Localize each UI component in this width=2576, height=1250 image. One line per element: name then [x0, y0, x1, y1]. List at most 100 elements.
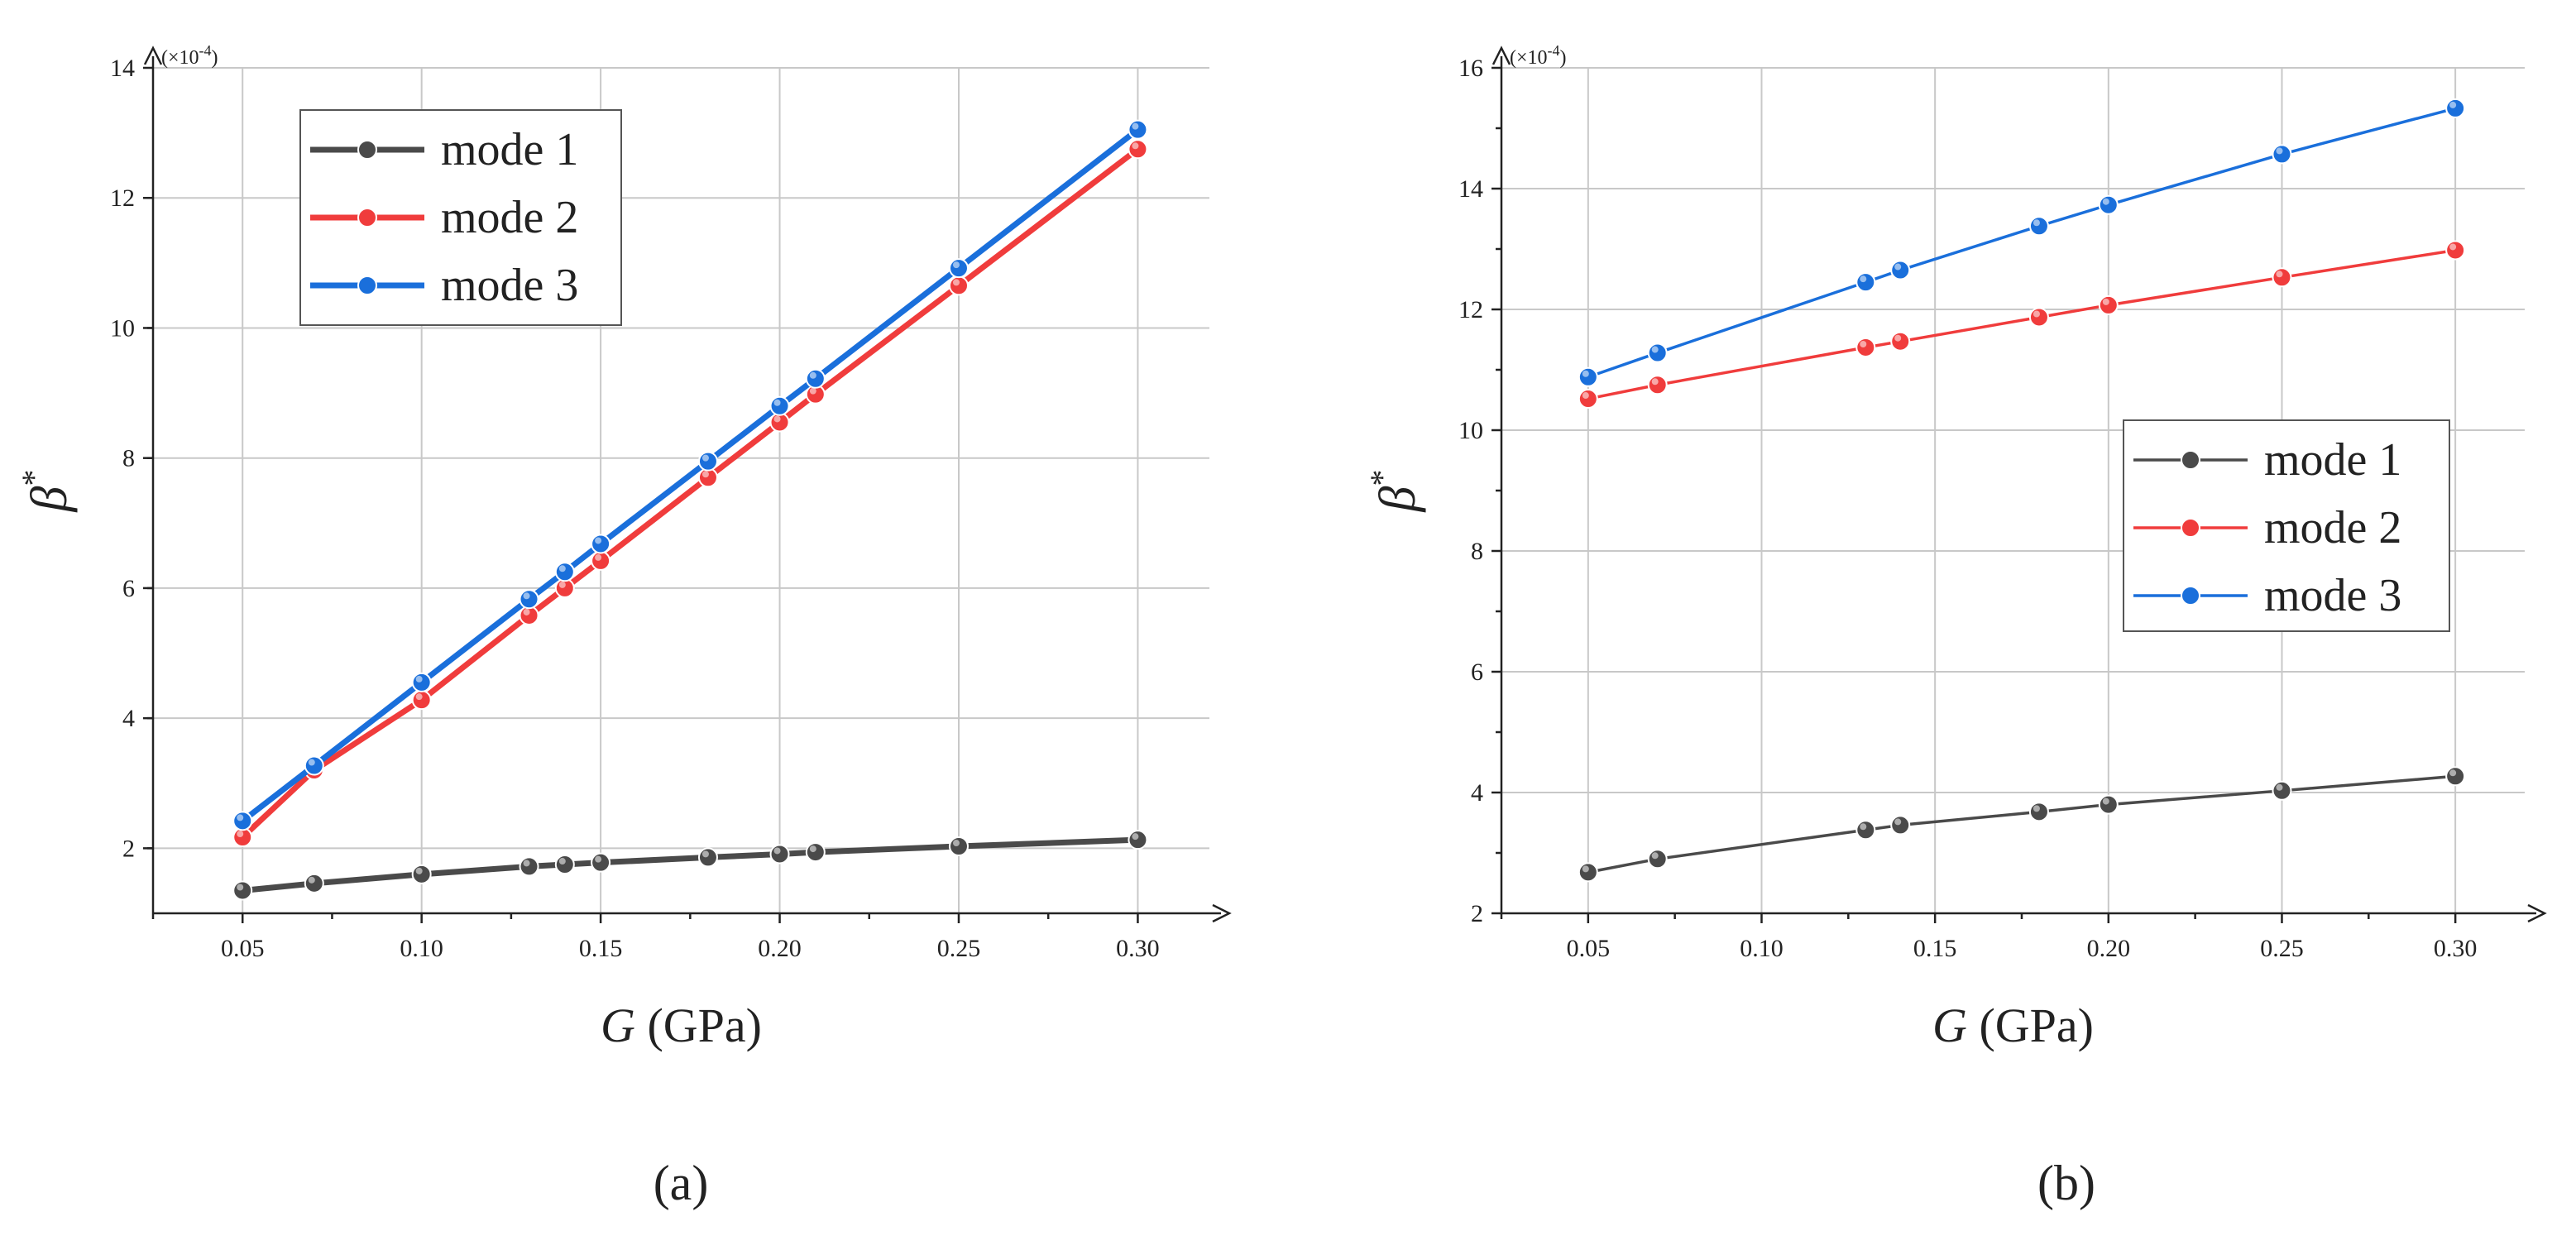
- data-point-highlight: [1860, 340, 1867, 347]
- data-point-highlight: [1894, 818, 1902, 826]
- data-point-highlight: [952, 279, 960, 286]
- x-tick-label: 0.30: [2434, 935, 2478, 962]
- y-tick-label: 10: [1458, 417, 1483, 444]
- legend-swatch-marker: [2181, 450, 2200, 470]
- series-line: [1587, 107, 2456, 379]
- data-point-highlight: [809, 371, 816, 379]
- x-tick-label: 0.25: [2260, 935, 2304, 962]
- data-point: [805, 842, 826, 863]
- data-point-highlight: [595, 855, 602, 863]
- data-point: [2445, 98, 2466, 118]
- y-tick-label: 12: [110, 184, 135, 212]
- series-mode-2: [232, 139, 1148, 848]
- legend-swatch-marker: [357, 208, 377, 227]
- data-point-highlight: [2033, 805, 2040, 812]
- series-line: [1587, 248, 2456, 400]
- y-axis-title-sup: *: [1363, 470, 1401, 486]
- data-point-highlight: [701, 471, 709, 478]
- data-point: [1647, 849, 1668, 869]
- data-point-highlight: [2033, 310, 2040, 318]
- data-point: [1128, 830, 1148, 850]
- y-axis-title-symbol: β: [1370, 486, 1426, 512]
- data-point: [2445, 240, 2466, 261]
- data-point-highlight: [1132, 833, 1139, 841]
- y-exponent-close: ): [212, 47, 218, 69]
- y-axis-arrow: [1491, 45, 1511, 65]
- data-point-highlight: [1132, 122, 1139, 130]
- y-exponent-power: -4: [199, 42, 212, 59]
- data-point: [1578, 862, 1598, 883]
- y-tick-label: 2: [122, 835, 135, 862]
- data-point: [1890, 815, 1911, 836]
- data-point-highlight: [701, 850, 709, 858]
- data-point-highlight: [773, 847, 781, 855]
- series-mode-1: [232, 830, 1148, 901]
- data-point-highlight: [1651, 346, 1659, 353]
- data-point: [411, 690, 432, 711]
- data-point: [2272, 144, 2292, 165]
- data-point: [1855, 272, 1876, 293]
- data-point: [411, 672, 432, 692]
- data-point: [2272, 780, 2292, 801]
- x-tick-label: 0.30: [1116, 935, 1160, 962]
- data-point-highlight: [523, 592, 530, 600]
- panel-caption: (a): [654, 1156, 709, 1210]
- y-tick-label: 2: [1471, 900, 1483, 927]
- data-point: [769, 395, 790, 416]
- legend-label: mode 1: [2264, 434, 2401, 486]
- data-point-highlight: [773, 399, 781, 406]
- x-axis-arrow: [2527, 903, 2547, 923]
- y-tick-label: 4: [122, 705, 135, 732]
- data-point: [2098, 295, 2119, 315]
- x-axis-title-var: G: [601, 999, 635, 1052]
- series-mode-3: [232, 119, 1148, 831]
- data-point: [2028, 802, 2049, 822]
- data-point-highlight: [2449, 769, 2457, 777]
- data-point: [948, 258, 969, 279]
- y-exponent-base: (×10: [1510, 47, 1548, 69]
- y-axis-title: β*: [1363, 470, 1426, 513]
- panel-b: 0.05 0.10 0.15 0.20 0.25 0.30 2 4 6 8 10 12 14 16 (×10…: [1363, 42, 2547, 1210]
- data-point-highlight: [1582, 392, 1589, 400]
- legend-label: mode 2: [2264, 502, 2401, 553]
- data-point: [1647, 375, 1668, 395]
- x-axis-title: G (GPa): [601, 999, 762, 1052]
- data-point-highlight: [952, 840, 960, 847]
- x-tick-label: 0.20: [758, 935, 802, 962]
- data-point: [2445, 766, 2466, 787]
- y-tick-label: 4: [1471, 779, 1483, 807]
- data-point: [2098, 194, 2119, 215]
- data-point-highlight: [1860, 275, 1867, 283]
- y-exponent-label: (×10-4): [161, 42, 218, 69]
- data-point-highlight: [558, 565, 566, 572]
- data-point-highlight: [558, 581, 566, 588]
- data-point-highlight: [1651, 852, 1659, 860]
- legend-label: mode 1: [441, 124, 578, 175]
- x-axis-title-var: G: [1932, 999, 1967, 1052]
- data-point-highlight: [2276, 271, 2283, 278]
- y-tick-label: 6: [122, 575, 135, 602]
- data-point-highlight: [237, 814, 244, 821]
- data-point: [304, 873, 324, 893]
- data-point: [769, 844, 790, 864]
- y-axis-arrow: [143, 45, 163, 65]
- data-point: [1128, 139, 1148, 160]
- data-point: [697, 451, 718, 472]
- legend-label: mode 3: [2264, 570, 2401, 621]
- y-exponent-close: ): [1560, 47, 1567, 69]
- data-point: [591, 852, 611, 873]
- data-point-highlight: [2449, 101, 2457, 108]
- data-point-highlight: [558, 858, 566, 865]
- data-point: [805, 368, 826, 389]
- y-tick-label: 8: [122, 445, 135, 472]
- data-point-highlight: [2102, 797, 2109, 805]
- x-axis-arrow: [1212, 903, 1232, 923]
- x-tick-label: 0.10: [1740, 935, 1784, 962]
- data-point: [591, 550, 611, 571]
- y-tick-label: 6: [1471, 659, 1483, 686]
- y-tick-label: 14: [110, 55, 135, 82]
- data-point: [2028, 307, 2049, 328]
- data-point-highlight: [415, 693, 423, 701]
- y-exponent-power: -4: [1548, 42, 1560, 59]
- data-point: [2028, 216, 2049, 237]
